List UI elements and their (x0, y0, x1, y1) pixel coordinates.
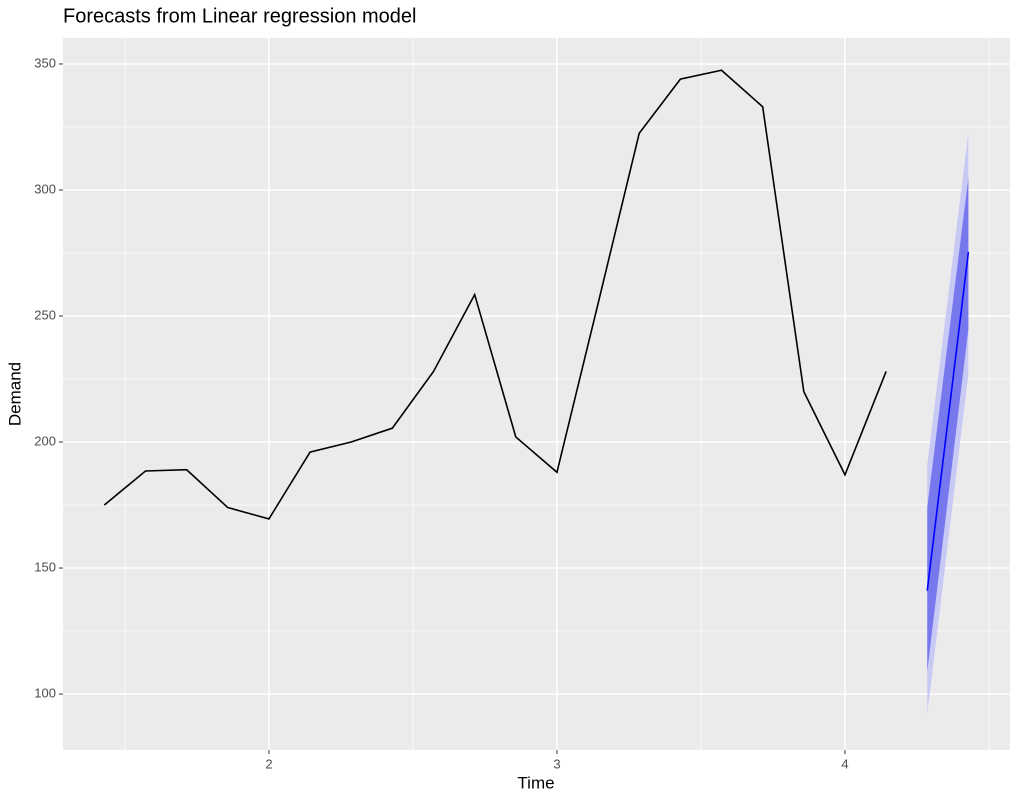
y-tick-label: 300 (34, 181, 56, 196)
plot-panel (63, 38, 1010, 750)
series-line (926, 251, 970, 591)
y-axis-title: Demand (5, 362, 24, 426)
y-tick-label: 200 (34, 433, 56, 448)
y-tick-label: 150 (34, 559, 56, 574)
x-tick-label: 4 (841, 756, 848, 771)
series-line (103, 69, 887, 520)
x-axis-title: Time (517, 773, 554, 792)
y-tick-label: 350 (34, 55, 56, 70)
y-tick-label: 100 (34, 685, 56, 700)
x-tick-label: 3 (553, 756, 560, 771)
chart-title: Forecasts from Linear regression model (63, 5, 416, 27)
x-tick-label: 2 (265, 756, 272, 771)
y-tick-label: 250 (34, 307, 56, 322)
